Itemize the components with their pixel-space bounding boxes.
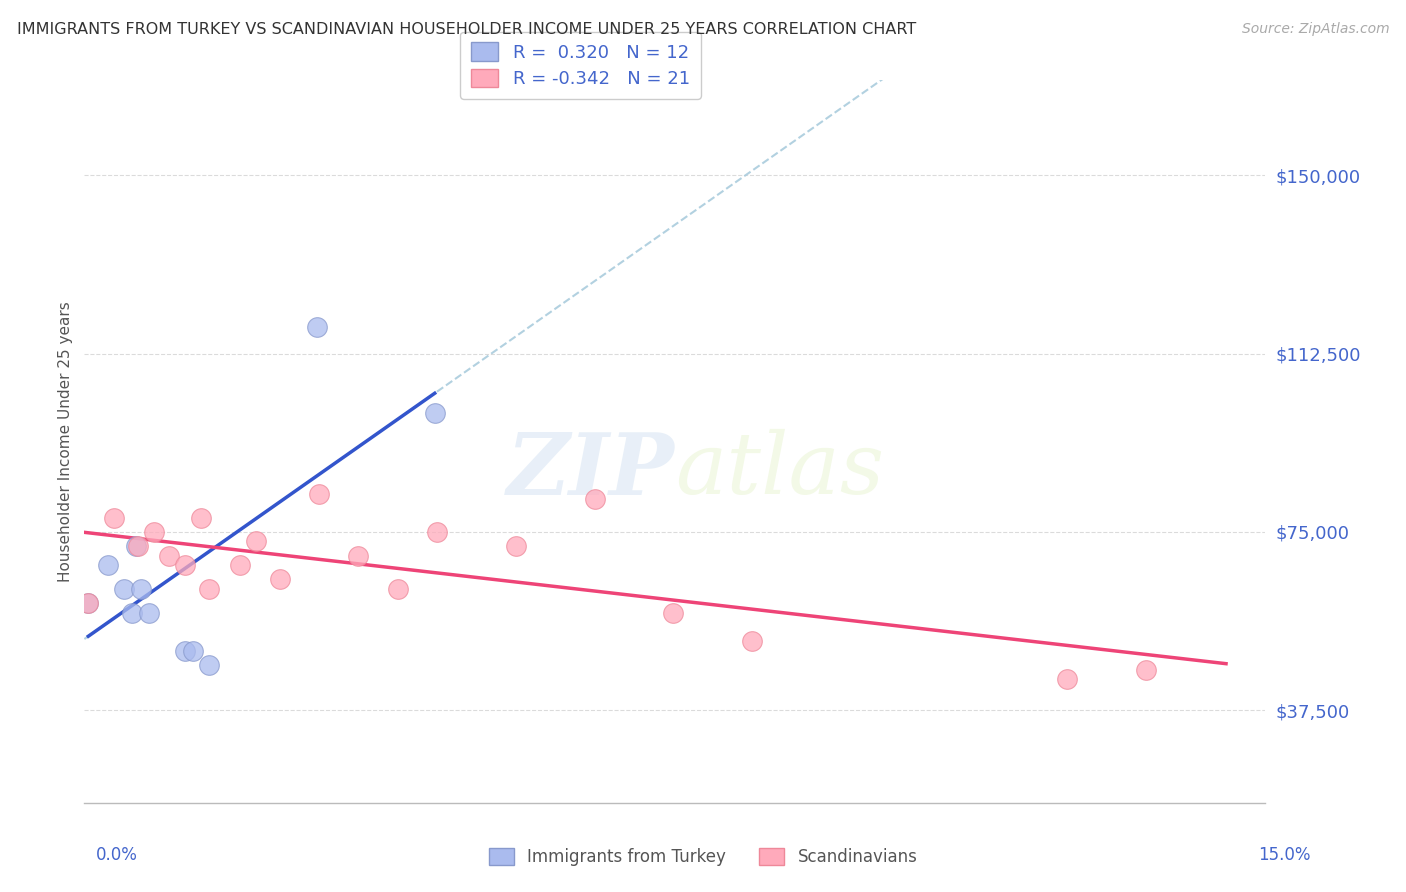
Point [347, 549, 370, 563]
Point [129, 582, 152, 596]
Point [426, 524, 449, 539]
Text: atlas: atlas [675, 429, 884, 512]
Point [662, 606, 685, 620]
Point [197, 657, 219, 672]
Text: Source: ZipAtlas.com: Source: ZipAtlas.com [1241, 22, 1389, 37]
Text: IMMIGRANTS FROM TURKEY VS SCANDINAVIAN HOUSEHOLDER INCOME UNDER 25 YEARS CORRELA: IMMIGRANTS FROM TURKEY VS SCANDINAVIAN H… [17, 22, 917, 37]
Point [229, 558, 252, 573]
Point [138, 606, 160, 620]
Point [121, 606, 143, 620]
Point [190, 510, 212, 524]
Legend: Immigrants from Turkey, Scandinavians: Immigrants from Turkey, Scandinavians [481, 840, 925, 875]
Point [387, 582, 409, 596]
Point [505, 539, 527, 553]
Point [127, 539, 149, 553]
Point [181, 643, 204, 657]
Point [423, 406, 446, 420]
Point [97, 558, 120, 573]
Point [103, 510, 125, 524]
Point [741, 634, 763, 648]
Point [245, 534, 267, 549]
Point [174, 558, 197, 573]
Point [308, 487, 330, 501]
Text: 0.0%: 0.0% [96, 846, 138, 863]
Y-axis label: Householder Income Under 25 years: Householder Income Under 25 years [58, 301, 73, 582]
Point [197, 582, 219, 596]
Point [157, 549, 180, 563]
Text: ZIP: ZIP [508, 429, 675, 512]
Text: 15.0%: 15.0% [1258, 846, 1310, 863]
Point [142, 524, 165, 539]
Point [77, 596, 100, 610]
Point [77, 596, 100, 610]
Point [112, 582, 135, 596]
Point [1056, 672, 1078, 686]
Point [1135, 663, 1157, 677]
Point [305, 320, 328, 334]
Point [174, 643, 197, 657]
Legend: R =  0.320   N = 12, R = -0.342   N = 21: R = 0.320 N = 12, R = -0.342 N = 21 [460, 31, 700, 99]
Point [583, 491, 606, 506]
Point [124, 539, 146, 553]
Point [269, 573, 291, 587]
